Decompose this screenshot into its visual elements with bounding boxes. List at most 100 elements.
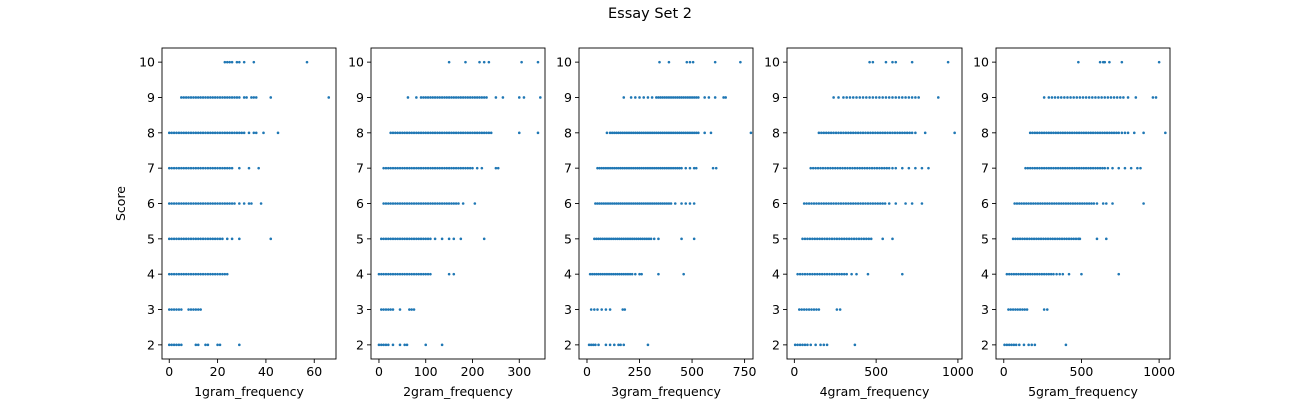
- data-point: [1080, 131, 1083, 135]
- data-point: [829, 166, 832, 170]
- data-point: [849, 202, 853, 205]
- data-point: [801, 237, 804, 241]
- data-point: [886, 131, 889, 135]
- data-point: [415, 166, 418, 170]
- data-point: [864, 131, 867, 135]
- data-point: [697, 131, 700, 135]
- data-point: [801, 272, 804, 276]
- data-point: [394, 166, 397, 170]
- y-tick-label: 4: [981, 267, 989, 282]
- data-point: [228, 96, 231, 99]
- y-tick-label: 10: [139, 55, 155, 70]
- data-point: [814, 166, 817, 170]
- data-point: [379, 343, 383, 347]
- y-tick-label: 9: [981, 90, 989, 105]
- data-point: [194, 96, 198, 99]
- data-point: [1016, 237, 1020, 241]
- data-point: [688, 166, 692, 170]
- data-point: [802, 308, 806, 311]
- data-point: [238, 60, 241, 64]
- data-point: [412, 131, 416, 135]
- data-point: [1065, 237, 1068, 241]
- data-point: [384, 166, 388, 170]
- data-point: [1042, 131, 1046, 135]
- data-point: [464, 96, 467, 99]
- data-point: [192, 308, 195, 311]
- data-point: [833, 237, 836, 241]
- data-point: [631, 202, 635, 205]
- data-point: [443, 202, 446, 205]
- data-point: [880, 166, 884, 170]
- data-point: [617, 131, 620, 135]
- data-point: [199, 166, 202, 170]
- data-point: [408, 131, 411, 135]
- data-point: [894, 60, 898, 64]
- data-point: [405, 131, 409, 135]
- data-point: [194, 131, 198, 135]
- data-point: [1035, 131, 1039, 135]
- data-point: [827, 202, 831, 205]
- data-point: [617, 166, 620, 170]
- data-point: [850, 237, 853, 241]
- subplot-3: 0 250 500 750 2 3 4 5 6 7 8 9 10 3gram_frequency: [556, 47, 757, 399]
- data-point: [815, 272, 819, 276]
- data-point: [637, 237, 640, 241]
- data-point: [450, 96, 453, 99]
- data-point: [694, 131, 698, 135]
- data-point: [818, 272, 822, 276]
- data-point: [894, 202, 898, 205]
- data-point: [673, 131, 677, 135]
- data-point: [833, 272, 836, 276]
- data-point: [225, 272, 229, 276]
- data-point: [410, 237, 413, 241]
- data-point: [1096, 166, 1100, 170]
- x-tick-label: 20: [210, 364, 226, 379]
- data-point: [634, 96, 637, 99]
- data-point: [1048, 202, 1051, 205]
- data-point: [891, 237, 894, 241]
- data-point: [184, 272, 188, 276]
- data-point: [206, 237, 210, 241]
- data-point: [659, 96, 662, 99]
- data-point: [1134, 96, 1138, 99]
- data-point: [682, 131, 685, 135]
- data-point: [221, 237, 224, 241]
- data-point: [801, 343, 804, 347]
- x-tick-label: 500: [864, 364, 888, 379]
- y-tick-label: 8: [772, 125, 780, 140]
- data-point: [839, 131, 843, 135]
- data-point: [403, 131, 406, 135]
- data-point: [615, 166, 618, 170]
- data-point: [276, 131, 280, 135]
- data-point: [184, 202, 188, 205]
- data-point: [209, 166, 212, 170]
- data-point: [1058, 237, 1061, 241]
- data-point: [604, 166, 608, 170]
- data-point: [450, 202, 453, 205]
- data-point: [175, 237, 178, 241]
- data-point: [221, 272, 224, 276]
- data-point: [180, 237, 183, 241]
- data-point: [820, 202, 823, 205]
- data-point: [408, 166, 411, 170]
- data-point: [230, 131, 234, 135]
- data-point: [419, 237, 423, 241]
- data-point: [643, 237, 647, 241]
- data-point: [811, 237, 814, 241]
- data-point: [839, 202, 843, 205]
- data-point: [206, 131, 210, 135]
- data-point: [1117, 131, 1121, 135]
- data-point: [920, 202, 924, 205]
- data-point: [242, 60, 246, 64]
- data-point: [1053, 96, 1057, 99]
- data-point: [665, 202, 669, 205]
- data-point: [690, 96, 694, 99]
- data-point: [650, 166, 654, 170]
- data-point: [187, 166, 190, 170]
- data-point: [1038, 166, 1041, 170]
- data-point: [387, 272, 390, 276]
- data-point: [211, 131, 215, 135]
- data-point: [901, 96, 904, 99]
- data-point: [626, 272, 630, 276]
- x-tick-label: 250: [628, 364, 652, 379]
